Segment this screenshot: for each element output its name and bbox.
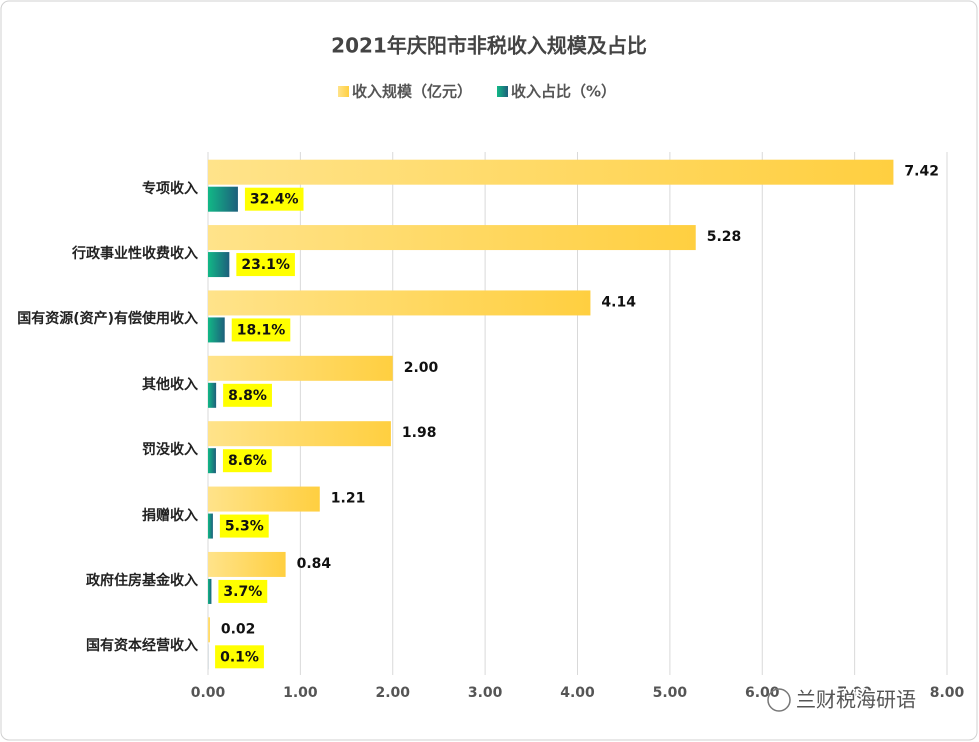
data-label-bg (244, 187, 304, 211)
data-label: 0.02 (221, 621, 256, 637)
x-tick-label: 6.00 (745, 685, 780, 701)
x-tick-label: 1.00 (283, 685, 318, 701)
data-label-bg (222, 449, 272, 473)
data-label: 5.3% (225, 519, 264, 535)
bar (208, 355, 393, 381)
bar (208, 421, 391, 447)
data-label: 2.00 (404, 360, 439, 376)
bar (208, 225, 696, 251)
x-tick-label: 5.00 (653, 685, 688, 701)
data-label: 1.98 (402, 425, 437, 441)
data-label: 8.6% (228, 453, 267, 469)
bar (208, 551, 286, 577)
category-label: 国有资源(资产)有偿使用收入 (17, 311, 198, 328)
category-label: 其他收入 (142, 376, 198, 393)
data-label: 5.28 (707, 229, 742, 245)
bar (208, 159, 894, 185)
data-label: 0.1% (220, 649, 259, 665)
legend-label: 收入占比（%） (511, 83, 616, 101)
bar (208, 486, 320, 512)
legend-label: 收入规模（亿元） (352, 83, 472, 101)
category-label: 专项收入 (142, 180, 198, 197)
category-label: 政府住房基金收入 (86, 572, 198, 589)
category-label: 行政事业性收费收入 (72, 246, 198, 263)
data-label-bg (236, 253, 295, 277)
watermark-icon (767, 688, 791, 712)
data-label-bg (223, 383, 272, 407)
x-tick-label: 7.00 (837, 685, 872, 701)
bar (208, 578, 212, 604)
bar (208, 252, 230, 278)
data-label: 1.21 (331, 491, 366, 507)
category-label: 捐赠收入 (142, 507, 198, 524)
data-label: 3.7% (223, 584, 262, 600)
bar (208, 448, 216, 474)
data-label: 0.84 (297, 556, 332, 572)
x-tick-label: 4.00 (560, 685, 595, 701)
bar (208, 617, 210, 643)
x-tick-label: 3.00 (468, 685, 503, 701)
data-label: 4.14 (601, 294, 636, 310)
data-label-bg (218, 579, 268, 603)
watermark: 兰财税海研语 (796, 688, 916, 712)
data-label-bg (215, 645, 264, 669)
legend-swatch (497, 86, 508, 97)
data-label: 32.4% (250, 192, 299, 208)
bar (208, 382, 217, 408)
x-tick-label: 0.00 (191, 685, 226, 701)
bar (208, 186, 238, 212)
x-tick-label: 2.00 (375, 685, 410, 701)
data-label: 23.1% (241, 257, 290, 273)
data-label: 8.8% (228, 388, 267, 404)
bar (208, 290, 591, 316)
bar (208, 513, 213, 539)
chart-title: 2021年庆阳市非税收入规模及占比 (331, 34, 647, 58)
x-tick-label: 8.00 (930, 685, 965, 701)
category-label: 国有资本经营收入 (86, 638, 198, 655)
legend-swatch (338, 86, 349, 97)
data-label-bg (231, 318, 291, 342)
category-label: 罚没收入 (142, 442, 198, 459)
data-label: 18.1% (237, 322, 286, 338)
data-label: 7.42 (904, 164, 939, 180)
bar (208, 317, 225, 343)
data-label-bg (219, 514, 269, 538)
